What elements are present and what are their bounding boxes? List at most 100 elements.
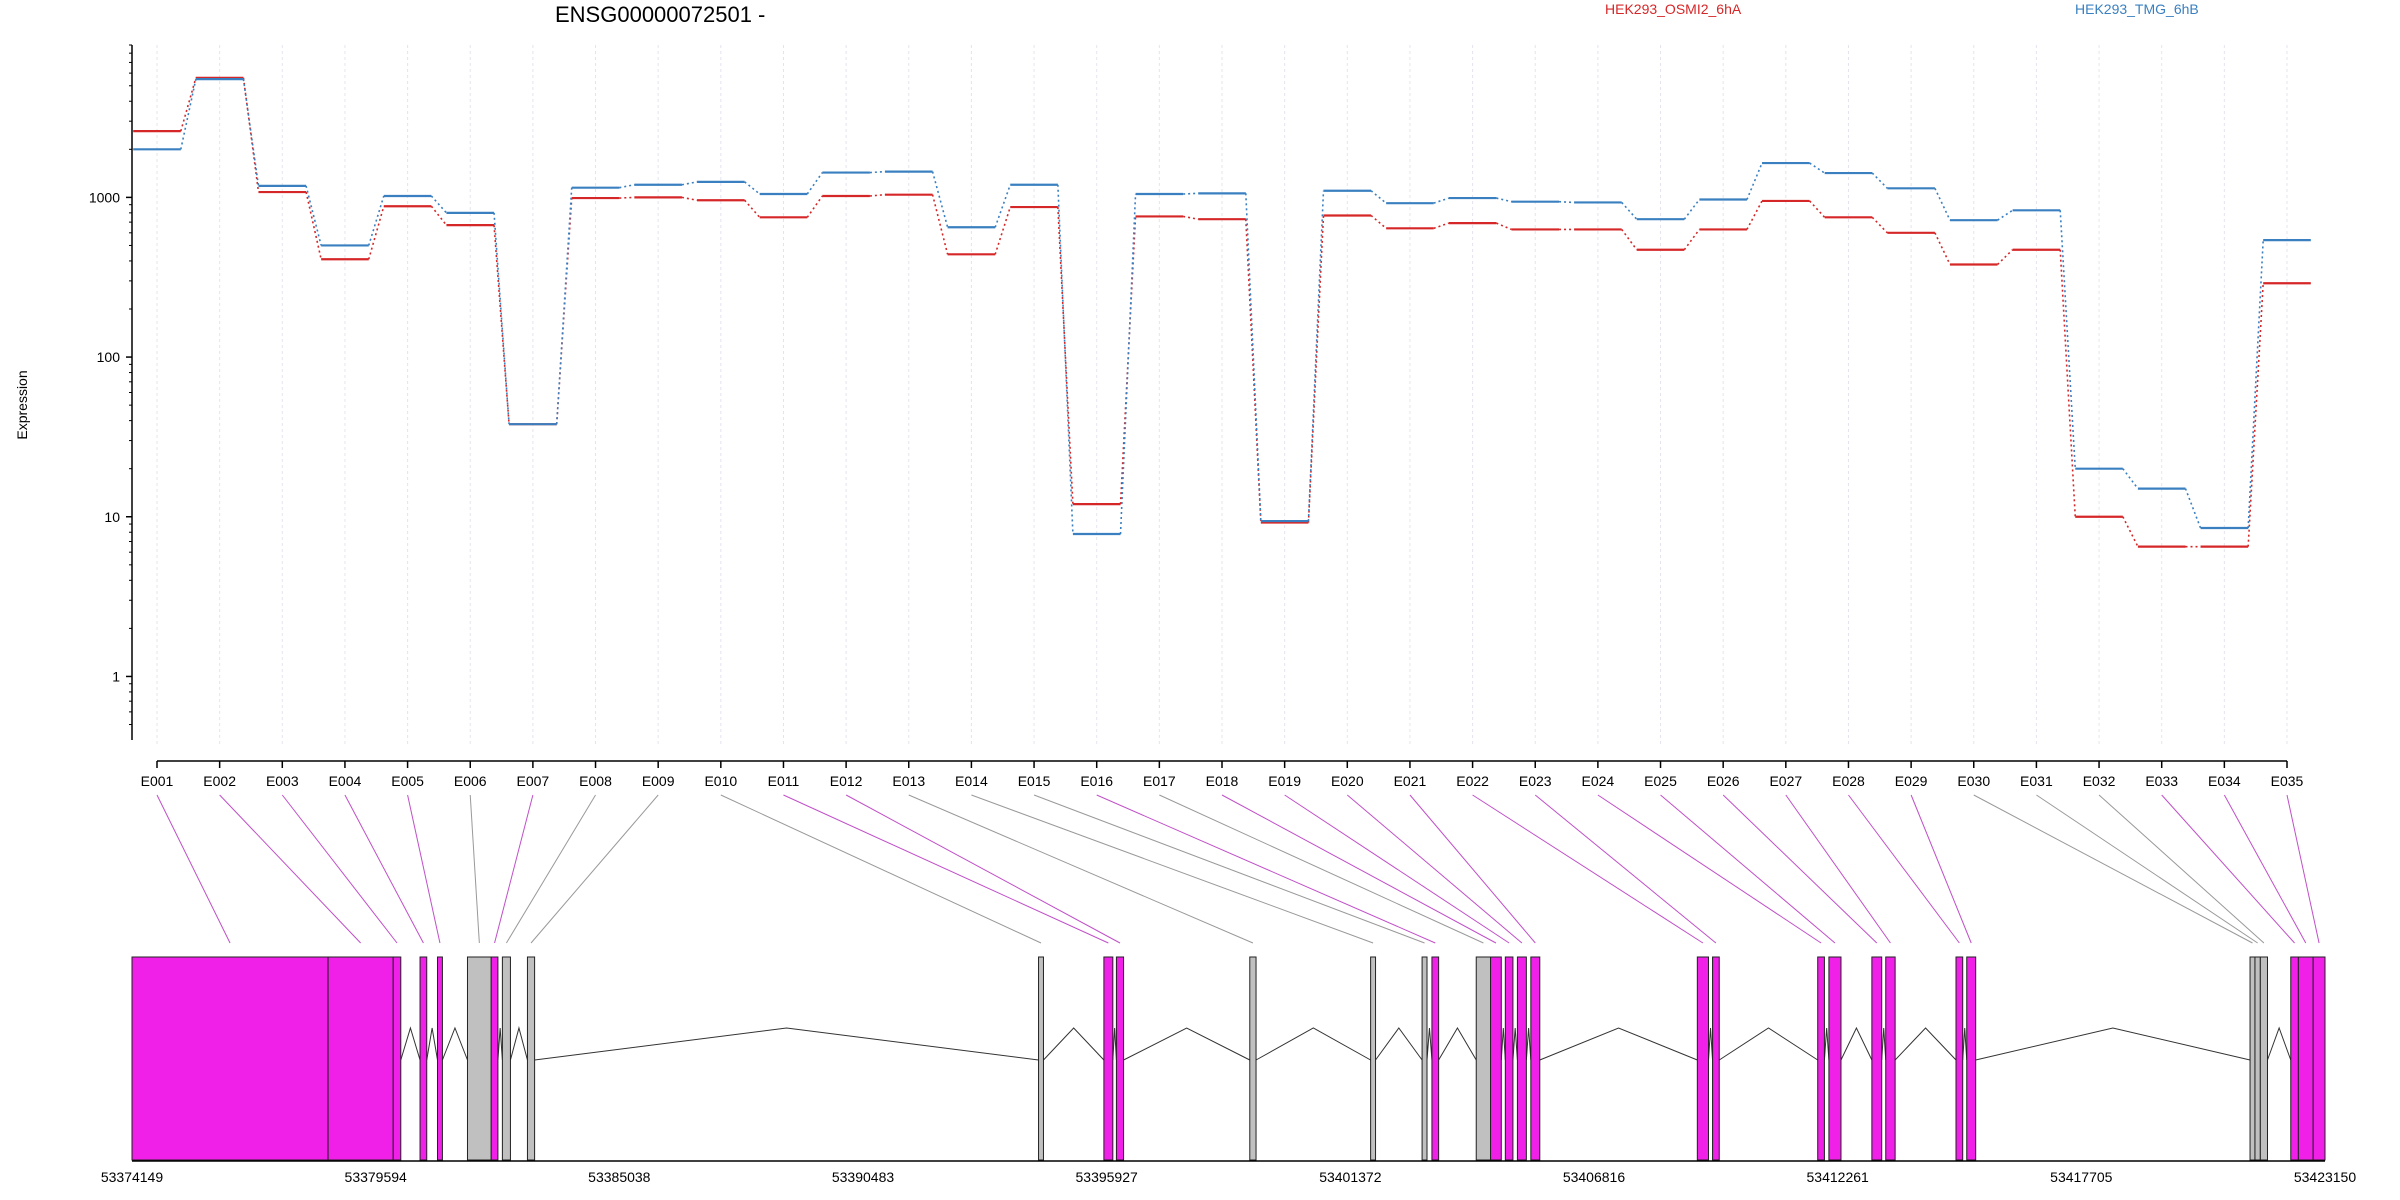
x-tick-label-E032: E032: [2083, 773, 2116, 789]
x-tick-label-E024: E024: [1582, 773, 1615, 789]
coordinate-label-53385038: 53385038: [588, 1169, 651, 1185]
series-0-connector-E029: [1934, 232, 1951, 265]
exon-block-E033: [2290, 956, 2299, 1161]
coordinate-label-53406816: 53406816: [1563, 1169, 1626, 1185]
x-tick-label-E011: E011: [768, 773, 800, 789]
exon-block-E030: [2249, 956, 2256, 1161]
series-1-connector-E024: [1621, 201, 1638, 220]
x-tick-label-E020: E020: [1331, 773, 1364, 789]
connector-E028: [1848, 794, 1960, 944]
intron-E009-E010: [534, 1027, 1039, 1061]
intron-E019-E020: [1512, 1027, 1518, 1061]
exon-block-E009: [526, 956, 536, 1161]
x-tick-label-E005: E005: [391, 773, 424, 789]
series-0-connector-E024: [1621, 228, 1638, 251]
x-tick-label-E010: E010: [704, 773, 737, 789]
series-1-connector-E016: [1119, 193, 1137, 535]
exon-block-E032: [2259, 956, 2268, 1161]
coordinate-label-53374149: 53374149: [101, 1169, 164, 1185]
x-tick-label-E019: E019: [1268, 773, 1301, 789]
x-tick-label-E026: E026: [1707, 773, 1740, 789]
connector-E026: [1722, 794, 1878, 944]
intron-E013-E014: [1255, 1027, 1371, 1061]
coordinate-label-53390483: 53390483: [832, 1169, 895, 1185]
x-tick-label-E004: E004: [329, 773, 362, 789]
series-1-connector-E015: [1057, 184, 1074, 535]
series-HEK293_OSMI2_6hA: [133, 76, 2311, 548]
connector-E029: [1910, 794, 1972, 944]
intron-E021-E022: [1539, 1027, 1698, 1061]
coordinate-label-53423150: 53423150: [2294, 1169, 2357, 1185]
y-tick-label-1: 1: [112, 668, 120, 684]
x-tick-label-E001: E001: [141, 773, 174, 789]
x-tick-label-E008: E008: [579, 773, 612, 789]
x-tick-label-E003: E003: [266, 773, 299, 789]
intron-E020-E021: [1525, 1027, 1532, 1061]
series-0-connector-E012: [869, 193, 886, 197]
exon-block-E004: [419, 956, 428, 1161]
intron-E029-E030: [1975, 1027, 2251, 1061]
series-0-connector-E001: [180, 77, 197, 132]
series-1-connector-E010: [744, 181, 761, 195]
intron-E023-E024: [1718, 1027, 1818, 1061]
series-HEK293_TMG_6hB: [133, 78, 2311, 536]
series-layer: [133, 76, 2311, 548]
connector-E014: [971, 794, 1374, 944]
series-0-connector-E002: [242, 77, 260, 193]
exon-block-E029: [1966, 956, 1977, 1161]
exon-block-E017: [1475, 956, 1492, 1161]
intron-E025-E026: [1840, 1026, 1873, 1061]
exon-block-E023: [1712, 956, 1720, 1161]
y-axis: 1 10 100 1000: [89, 44, 133, 740]
x-tick-label-E029: E029: [1895, 773, 1928, 789]
connector-E022: [1472, 794, 1704, 944]
intron-E011-E012: [1112, 1027, 1117, 1061]
series-1-connector-E007: [555, 187, 573, 425]
series-0-connector-E014: [994, 206, 1012, 255]
intron-E007-E008: [497, 1027, 503, 1061]
series-1-connector-E003: [305, 185, 322, 246]
intron-E027-E028: [1894, 1027, 1957, 1061]
x-tick-label-E034: E034: [2208, 773, 2241, 789]
x-tick-label-E033: E033: [2145, 773, 2178, 789]
series-0-connector-E022: [1496, 222, 1512, 231]
exon-block-E021: [1530, 956, 1541, 1161]
legend-entry-tmg: HEK293_TMG_6hB: [2075, 1, 2199, 17]
connector-E005: [407, 794, 441, 944]
connector-E001: [156, 794, 231, 944]
x-tick-label-E022: E022: [1456, 773, 1489, 789]
series-0-connector-E018: [1245, 219, 1262, 523]
exon-block-E034: [2297, 956, 2314, 1161]
exon-block-E006: [466, 956, 492, 1161]
series-1-connector-E023: [1559, 200, 1575, 204]
series-1-connector-E019: [1307, 190, 1325, 522]
connector-E013: [908, 794, 1254, 944]
connector-E030: [1973, 794, 2253, 944]
series-0-connector-E028: [1871, 216, 1888, 234]
exon-block-E005: [436, 956, 443, 1161]
intron-E024-E025: [1823, 1027, 1830, 1061]
coordinate-label-53417705: 53417705: [2050, 1169, 2113, 1185]
connector-E016: [1096, 794, 1436, 944]
intron-E012-E013: [1123, 1027, 1251, 1061]
series-1-connector-E034: [2247, 240, 2264, 529]
series-0-connector-E034: [2247, 283, 2264, 547]
x-tick-label-E016: E016: [1080, 773, 1113, 789]
x-tick-label-E023: E023: [1519, 773, 1552, 789]
exon-block-E018: [1490, 956, 1502, 1161]
connector-E002: [219, 794, 361, 944]
series-0-connector-E016: [1119, 216, 1137, 505]
x-tick-label-E017: E017: [1143, 773, 1176, 789]
chart-title: ENSG00000072501 -: [555, 2, 765, 27]
series-0-connector-E020: [1370, 214, 1387, 229]
exon-block-E020: [1516, 956, 1527, 1161]
series-1-connector-E017: [1183, 192, 1199, 195]
series-0-connector-E019: [1307, 215, 1325, 523]
connector-E010: [720, 794, 1042, 944]
series-1-connector-E030: [1997, 209, 2014, 221]
connector-E020: [1346, 794, 1523, 944]
series-0-connector-E006: [493, 225, 510, 425]
series-1-connector-E012: [869, 170, 886, 174]
series-0-connector-E003: [305, 191, 322, 260]
exon-block-E022: [1696, 956, 1710, 1161]
